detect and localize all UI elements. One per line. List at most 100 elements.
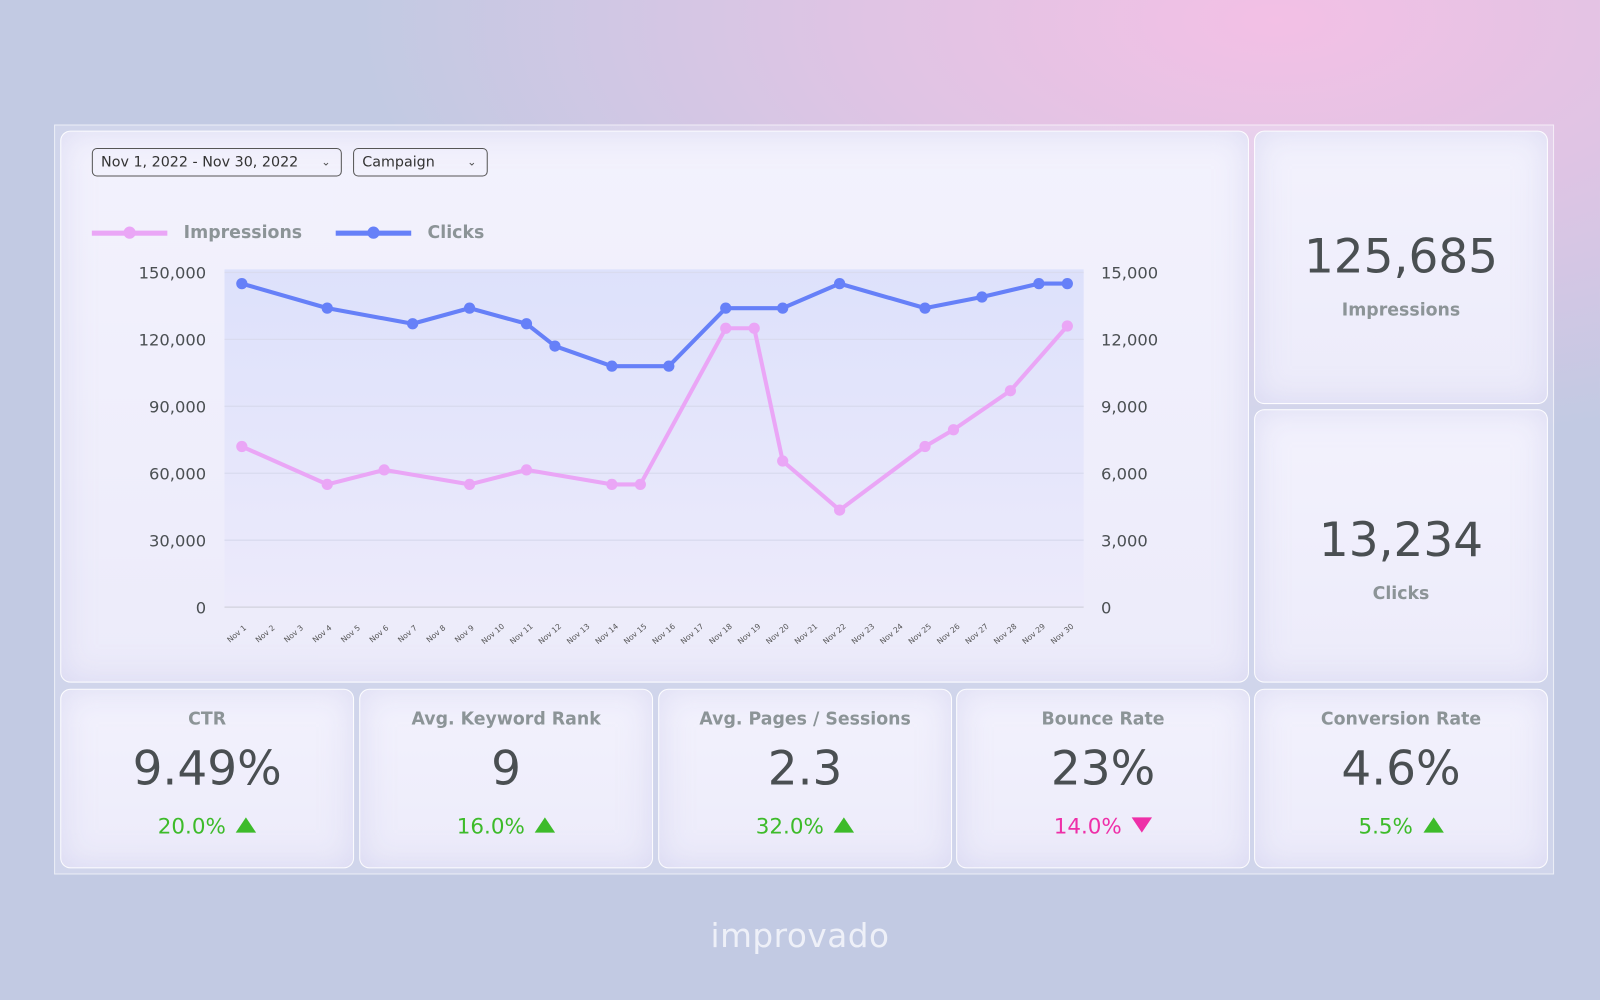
x-tick-label: Nov 7 bbox=[396, 623, 419, 644]
kpi-card: Avg. Keyword Rank 9 16.0% bbox=[359, 688, 654, 869]
y-left-tick-label: 0 bbox=[196, 598, 206, 617]
clicks-point bbox=[720, 302, 732, 314]
clicks-point bbox=[1033, 277, 1045, 290]
legend-label: Clicks bbox=[427, 222, 485, 243]
clicks-point bbox=[321, 302, 333, 314]
plot-area bbox=[224, 269, 1084, 608]
triangle-down-icon bbox=[1131, 817, 1153, 833]
clicks-total-label: Clicks bbox=[1372, 583, 1430, 605]
x-tick-label: Nov 13 bbox=[565, 622, 592, 646]
x-tick-label: Nov 24 bbox=[878, 622, 905, 646]
triangle-up-icon bbox=[1423, 817, 1444, 833]
triangle-up-icon bbox=[535, 817, 556, 833]
y-right-tick-label: 12,000 bbox=[1101, 331, 1158, 350]
kpi-delta: 32.0% bbox=[659, 814, 951, 839]
y-right-tick-label: 0 bbox=[1101, 598, 1111, 617]
kpi-delta: 14.0% bbox=[957, 814, 1249, 839]
impressions-point bbox=[606, 478, 618, 491]
x-tick-label: Nov 8 bbox=[425, 623, 448, 644]
kpi-value: 23% bbox=[1050, 740, 1156, 796]
clicks-swatch bbox=[335, 226, 412, 239]
impressions-point bbox=[236, 440, 248, 453]
x-tick-label: Nov 12 bbox=[537, 622, 564, 646]
triangle-up-icon bbox=[834, 817, 855, 833]
x-tick-label: Nov 15 bbox=[622, 622, 649, 646]
kpi-card: Bounce Rate 23% 14.0% bbox=[956, 688, 1250, 869]
x-tick-label: Nov 21 bbox=[793, 622, 820, 646]
impressions-point bbox=[634, 478, 646, 491]
kpi-card: Avg. Pages / Sessions 2.3 32.0% bbox=[658, 688, 953, 869]
impressions-total-card: 125,685 Impressions bbox=[1254, 130, 1548, 405]
clicks-point bbox=[663, 360, 675, 372]
y-right-tick-label: 3,000 bbox=[1101, 531, 1148, 550]
clicks-point bbox=[777, 302, 789, 314]
date-range-dropdown[interactable]: Nov 1, 2022 - Nov 30, 2022 ⌄ bbox=[91, 147, 342, 177]
x-tick-label: Nov 23 bbox=[850, 622, 877, 646]
x-tick-label: Nov 14 bbox=[594, 622, 621, 646]
x-tick-label: Nov 26 bbox=[935, 622, 962, 646]
y-left-tick-label: 30,000 bbox=[149, 531, 206, 550]
clicks-point bbox=[549, 340, 561, 352]
improvado-logo: improvado bbox=[710, 916, 890, 956]
impressions-point bbox=[720, 322, 732, 334]
kpi-delta: 16.0% bbox=[360, 814, 652, 839]
x-tick-label: Nov 5 bbox=[339, 623, 362, 644]
x-tick-label: Nov 1 bbox=[225, 623, 248, 644]
clicks-point bbox=[1061, 277, 1073, 290]
x-tick-label: Nov 17 bbox=[679, 622, 706, 646]
campaign-value: Campaign bbox=[362, 154, 435, 171]
kpi-delta-value: 16.0% bbox=[456, 814, 525, 839]
impressions-point bbox=[1061, 320, 1073, 332]
x-tick-label: Nov 28 bbox=[992, 622, 1019, 646]
kpi-label: Avg. Keyword Rank bbox=[411, 709, 601, 730]
y-right-tick-label: 15,000 bbox=[1101, 264, 1158, 283]
clicks-point bbox=[976, 291, 988, 303]
clicks-point bbox=[919, 302, 931, 314]
x-tick-label: Nov 20 bbox=[764, 622, 791, 646]
kpi-label: Conversion Rate bbox=[1320, 709, 1482, 730]
impressions-total-value: 125,685 bbox=[1303, 228, 1499, 284]
x-tick-label: Nov 29 bbox=[1021, 622, 1048, 646]
x-tick-label: Nov 10 bbox=[480, 622, 507, 646]
y-right-tick-label: 9,000 bbox=[1101, 397, 1148, 416]
clicks-total-value: 13,234 bbox=[1318, 512, 1484, 568]
kpi-card: Conversion Rate 4.6% 5.5% bbox=[1254, 688, 1548, 869]
kpi-value: 9 bbox=[491, 740, 522, 796]
y-left-tick-label: 120,000 bbox=[139, 331, 206, 350]
kpi-delta-value: 20.0% bbox=[157, 814, 226, 839]
x-tick-label: Nov 9 bbox=[453, 623, 476, 644]
line-chart: 0 0 30,000 3,000 60,000 6,000 90,000 9,000 120,0… bbox=[139, 264, 1158, 646]
legend-impressions[interactable]: Impressions bbox=[91, 222, 303, 243]
x-tick-label: Nov 18 bbox=[707, 622, 734, 646]
kpi-value: 2.3 bbox=[767, 740, 843, 796]
kpi-delta-value: 14.0% bbox=[1053, 814, 1122, 839]
x-tick-label: Nov 11 bbox=[508, 622, 535, 646]
x-tick-label: Nov 6 bbox=[368, 623, 391, 644]
x-tick-label: Nov 4 bbox=[311, 623, 334, 644]
kpi-value: 9.49% bbox=[132, 740, 282, 796]
x-tick-label: Nov 19 bbox=[736, 622, 763, 646]
kpi-label: Avg. Pages / Sessions bbox=[699, 709, 911, 730]
clicks-point bbox=[520, 318, 533, 330]
impressions-total-label: Impressions bbox=[1341, 299, 1461, 321]
clicks-point bbox=[606, 360, 618, 372]
campaign-dropdown[interactable]: Campaign ⌄ bbox=[353, 147, 488, 177]
impressions-point bbox=[834, 504, 846, 516]
clicks-point bbox=[834, 277, 846, 290]
legend-label: Impressions bbox=[183, 222, 303, 243]
x-tick-label: Nov 25 bbox=[907, 622, 934, 646]
x-tick-label: Nov 2 bbox=[254, 623, 277, 644]
kpi-delta: 20.0% bbox=[61, 814, 353, 839]
y-right-tick-label: 6,000 bbox=[1101, 464, 1148, 483]
impressions-swatch bbox=[91, 226, 168, 239]
clicks-point bbox=[463, 302, 476, 314]
date-range-value: Nov 1, 2022 - Nov 30, 2022 bbox=[101, 154, 299, 171]
impressions-point bbox=[919, 440, 931, 453]
impressions-point bbox=[947, 424, 960, 436]
y-left-tick-label: 90,000 bbox=[149, 397, 206, 416]
kpi-delta-value: 32.0% bbox=[755, 814, 824, 839]
x-tick-label: Nov 30 bbox=[1049, 622, 1076, 646]
x-tick-label: Nov 16 bbox=[650, 622, 677, 646]
legend-clicks[interactable]: Clicks bbox=[335, 222, 485, 243]
